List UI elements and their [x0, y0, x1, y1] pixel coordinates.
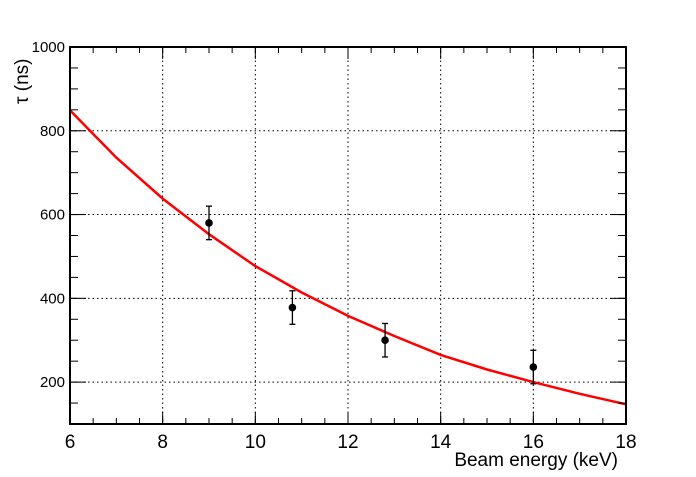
tick-labels: 6 8 10 12 14 16 18 200 400 600 800 1000	[32, 39, 637, 453]
fit-curve-layer	[69, 109, 627, 406]
x-tick-label: 16	[523, 432, 544, 453]
data-point	[205, 219, 213, 227]
y-tick-label: 800	[40, 123, 65, 140]
x-tick-label: 6	[65, 432, 76, 453]
x-tick-label: 10	[245, 432, 266, 453]
x-tick-label: 18	[615, 432, 636, 453]
axis-ticks	[69, 46, 627, 425]
x-tick-label: 8	[157, 432, 168, 453]
fit-curve	[69, 109, 627, 406]
data-point	[381, 336, 389, 345]
y-tick-label: 600	[40, 207, 65, 224]
y-axis-label: τ (ns)	[12, 58, 33, 104]
data-points-layer	[205, 205, 538, 385]
x-axis-label: Beam energy (keV)	[454, 450, 618, 471]
y-tick-label: 1000	[32, 39, 65, 56]
data-point	[288, 303, 297, 312]
grid	[70, 47, 626, 424]
y-tick-label: 200	[40, 374, 65, 391]
x-tick-label: 12	[337, 432, 358, 453]
y-tick-label: 400	[40, 290, 65, 307]
data-point	[529, 363, 538, 371]
x-tick-label: 14	[430, 432, 452, 453]
